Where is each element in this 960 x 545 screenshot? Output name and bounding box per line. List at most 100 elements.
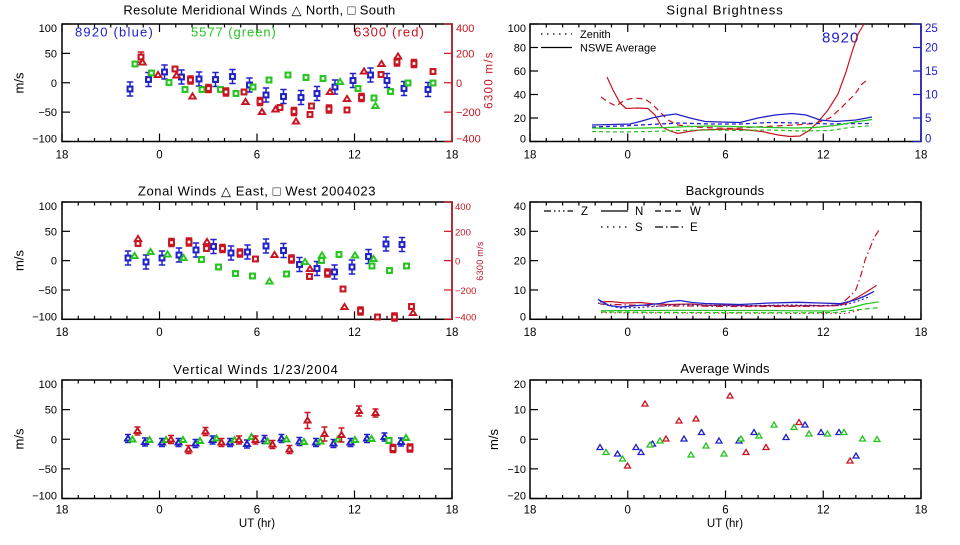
svg-text:0: 0 bbox=[520, 434, 526, 446]
svg-text:10: 10 bbox=[514, 285, 526, 297]
svg-text:0: 0 bbox=[520, 311, 526, 323]
svg-text:−100: −100 bbox=[32, 134, 57, 146]
svg-text:0: 0 bbox=[156, 327, 162, 339]
svg-text:UT (hr): UT (hr) bbox=[707, 518, 743, 530]
svg-text:E: E bbox=[690, 222, 698, 234]
svg-text:18: 18 bbox=[524, 327, 537, 339]
svg-text:N: N bbox=[635, 206, 643, 218]
svg-text:6300 m/s: 6300 m/s bbox=[484, 51, 496, 109]
svg-text:m/s: m/s bbox=[12, 72, 27, 93]
svg-text:10: 10 bbox=[925, 90, 938, 102]
svg-text:6300 m/s: 6300 m/s bbox=[475, 241, 485, 281]
svg-text:18: 18 bbox=[56, 327, 69, 339]
svg-text:12: 12 bbox=[348, 327, 361, 339]
svg-text:18: 18 bbox=[915, 505, 928, 517]
svg-text:0: 0 bbox=[925, 134, 931, 146]
svg-text:8920: 8920 bbox=[822, 30, 859, 47]
svg-text:12: 12 bbox=[817, 505, 830, 517]
svg-text:0: 0 bbox=[625, 505, 631, 517]
svg-text:100: 100 bbox=[39, 201, 57, 213]
svg-text:0: 0 bbox=[625, 150, 631, 162]
svg-text:100: 100 bbox=[39, 23, 57, 35]
svg-text:−200: −200 bbox=[456, 107, 481, 119]
svg-text:20: 20 bbox=[514, 256, 526, 268]
svg-text:50: 50 bbox=[45, 226, 57, 238]
svg-text:Resolute Meridional Winds △ No: Resolute Meridional Winds △ North, □ Sou… bbox=[123, 3, 395, 18]
svg-text:−400: −400 bbox=[456, 134, 481, 146]
svg-text:12: 12 bbox=[348, 505, 361, 517]
svg-text:6: 6 bbox=[722, 327, 728, 339]
svg-text:200: 200 bbox=[455, 227, 471, 238]
svg-text:20: 20 bbox=[514, 113, 526, 125]
svg-text:18: 18 bbox=[56, 150, 69, 162]
svg-text:Zenith: Zenith bbox=[580, 29, 611, 41]
svg-text:18: 18 bbox=[446, 505, 459, 517]
svg-text:0: 0 bbox=[156, 505, 162, 517]
svg-text:UT (hr): UT (hr) bbox=[239, 518, 275, 530]
svg-text:40: 40 bbox=[514, 201, 526, 213]
svg-text:50: 50 bbox=[45, 405, 57, 417]
svg-text:−100: −100 bbox=[32, 491, 57, 503]
svg-text:400: 400 bbox=[455, 202, 471, 213]
svg-text:0: 0 bbox=[51, 256, 57, 268]
svg-text:Signal Brightness: Signal Brightness bbox=[666, 3, 783, 18]
svg-text:6: 6 bbox=[254, 150, 260, 162]
svg-text:6300 (red): 6300 (red) bbox=[354, 25, 425, 40]
svg-text:200: 200 bbox=[456, 48, 474, 60]
svg-text:Zonal Winds △ East, □ West 200: Zonal Winds △ East, □ West 2004023 bbox=[138, 184, 376, 199]
svg-text:50: 50 bbox=[45, 48, 57, 60]
svg-text:40: 40 bbox=[514, 90, 526, 102]
svg-text:5: 5 bbox=[925, 113, 931, 125]
svg-text:18: 18 bbox=[56, 505, 69, 517]
svg-text:18: 18 bbox=[915, 150, 928, 162]
svg-text:0: 0 bbox=[156, 150, 162, 162]
svg-text:30: 30 bbox=[514, 226, 526, 238]
svg-text:5577 (green): 5577 (green) bbox=[191, 25, 277, 40]
svg-text:6: 6 bbox=[722, 505, 728, 517]
svg-text:100: 100 bbox=[39, 379, 57, 391]
svg-text:−50: −50 bbox=[38, 464, 57, 476]
svg-text:18: 18 bbox=[524, 150, 537, 162]
svg-text:18: 18 bbox=[915, 327, 928, 339]
svg-text:18: 18 bbox=[446, 327, 459, 339]
svg-text:6: 6 bbox=[254, 505, 260, 517]
svg-text:Backgrounds: Backgrounds bbox=[686, 183, 765, 198]
svg-text:W: W bbox=[690, 206, 701, 218]
svg-text:Average Winds: Average Winds bbox=[680, 361, 770, 376]
svg-text:12: 12 bbox=[348, 150, 361, 162]
svg-text:400: 400 bbox=[456, 23, 474, 35]
svg-text:6: 6 bbox=[722, 150, 728, 162]
svg-text:25: 25 bbox=[925, 23, 938, 35]
svg-text:−20: −20 bbox=[507, 491, 526, 503]
svg-text:100: 100 bbox=[508, 23, 526, 35]
svg-text:15: 15 bbox=[925, 66, 938, 78]
svg-text:−10: −10 bbox=[507, 464, 526, 476]
svg-text:−100: −100 bbox=[32, 311, 57, 323]
svg-text:Z: Z bbox=[581, 206, 588, 218]
svg-text:18: 18 bbox=[524, 505, 537, 517]
svg-text:NSWE Average: NSWE Average bbox=[580, 43, 656, 55]
svg-text:m/s: m/s bbox=[12, 250, 27, 271]
svg-text:−400: −400 bbox=[455, 312, 476, 323]
svg-text:0: 0 bbox=[520, 134, 526, 146]
svg-text:12: 12 bbox=[817, 327, 830, 339]
svg-text:−50: −50 bbox=[38, 107, 57, 119]
svg-text:−200: −200 bbox=[455, 286, 476, 297]
svg-text:18: 18 bbox=[446, 150, 459, 162]
svg-text:20: 20 bbox=[514, 379, 526, 391]
svg-text:60: 60 bbox=[514, 66, 526, 78]
svg-text:Vertical Winds 1/23/2004: Vertical Winds 1/23/2004 bbox=[173, 362, 338, 377]
svg-text:S: S bbox=[635, 222, 643, 234]
svg-text:m/s: m/s bbox=[486, 429, 501, 450]
svg-text:6: 6 bbox=[254, 327, 260, 339]
svg-text:20: 20 bbox=[925, 43, 938, 55]
svg-text:−50: −50 bbox=[38, 285, 57, 297]
svg-text:8920 (blue): 8920 (blue) bbox=[75, 25, 154, 40]
svg-text:10: 10 bbox=[514, 405, 526, 417]
svg-text:0: 0 bbox=[51, 434, 57, 446]
svg-text:80: 80 bbox=[514, 43, 526, 55]
svg-text:m/s: m/s bbox=[12, 428, 27, 449]
svg-text:0: 0 bbox=[625, 327, 631, 339]
svg-text:0: 0 bbox=[51, 78, 57, 90]
svg-text:0: 0 bbox=[455, 257, 460, 268]
